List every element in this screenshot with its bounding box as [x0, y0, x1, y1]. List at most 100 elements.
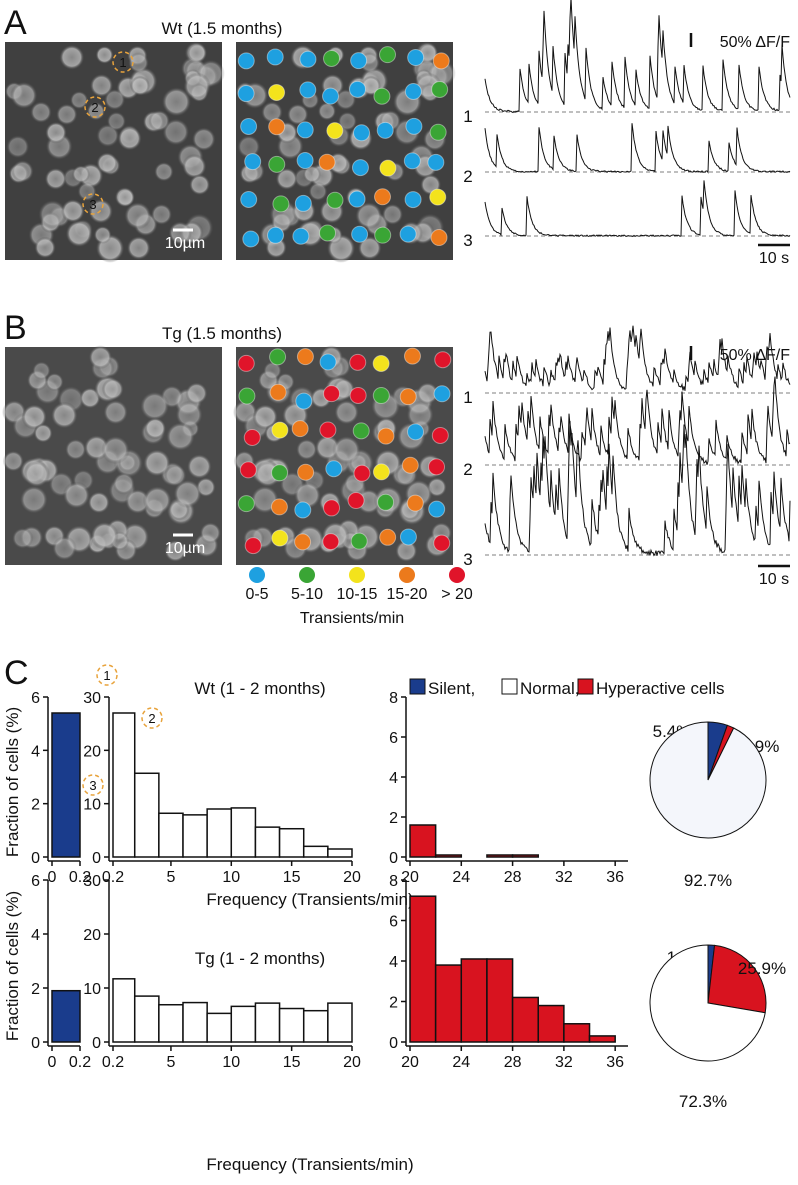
- hist-bar: [409, 824, 437, 858]
- pie-label: 92.7%: [684, 871, 732, 890]
- cell-soma: [130, 75, 150, 96]
- legend-label: Normal,: [520, 679, 580, 698]
- panel-letter: B: [4, 309, 27, 347]
- cell-soma: [302, 165, 322, 184]
- cell-dot: [244, 537, 262, 555]
- scale-bar-label: 10µm: [165, 540, 205, 557]
- cell-soma: [2, 450, 24, 472]
- cell-dot: [239, 461, 257, 479]
- cell-dot: [349, 80, 367, 98]
- cell-soma: [263, 361, 282, 381]
- cell-dot: [403, 152, 421, 170]
- cell-dot: [432, 52, 450, 70]
- cell-soma: [295, 438, 318, 461]
- cell-dot: [240, 190, 258, 208]
- cell-dot: [405, 117, 423, 135]
- cell-dot: [379, 46, 397, 64]
- cell-soma: [185, 382, 208, 405]
- legend-dot: [399, 567, 415, 583]
- y-axis-label: Fraction of cells (%): [3, 707, 22, 857]
- y-tick-label: 30: [83, 690, 101, 707]
- cell-soma: [191, 127, 216, 152]
- cell-dot: [374, 226, 392, 244]
- cell-dot: [372, 354, 390, 372]
- cell-soma: [317, 101, 337, 121]
- cell-soma: [139, 391, 170, 421]
- cell-soma: [103, 399, 129, 425]
- cell-soma: [406, 400, 435, 429]
- hist-bar: [327, 1002, 353, 1043]
- y-tick-label: 10: [83, 981, 101, 998]
- cell-dot: [407, 423, 425, 441]
- x-tick-label: 0.2: [102, 1054, 124, 1071]
- y-tick-label: 2: [389, 995, 398, 1012]
- cell-dot: [326, 122, 344, 140]
- hist-bar: [327, 848, 353, 858]
- y-tick-label: 8: [389, 690, 398, 707]
- calcium-trace: [484, 180, 791, 238]
- cell-dot: [318, 153, 336, 171]
- cell-dot: [323, 499, 341, 517]
- x-tick-label: 20: [401, 869, 419, 886]
- cell-soma: [11, 527, 34, 549]
- cell-dot: [427, 153, 445, 171]
- cell-dot: [268, 83, 286, 101]
- cell-dot: [433, 534, 451, 552]
- cell-dot: [292, 227, 310, 245]
- x-tick-label: 20: [343, 869, 361, 886]
- panel-letter: A: [4, 4, 27, 42]
- cell-soma: [112, 472, 135, 495]
- cell-dot: [237, 85, 255, 103]
- cell-soma: [45, 121, 67, 144]
- cell-dot: [271, 421, 289, 439]
- cell-soma: [142, 448, 171, 477]
- cell-dot: [429, 188, 447, 206]
- cell-soma: [10, 81, 38, 110]
- x-tick-label: 0.2: [69, 1054, 91, 1071]
- x-tick-label: 0: [48, 1054, 57, 1071]
- cell-soma: [6, 135, 30, 159]
- cell-dot: [428, 500, 446, 518]
- cell-label: 3: [89, 778, 96, 793]
- y-tick-label: 4: [389, 954, 398, 971]
- pie-slice: [707, 944, 767, 1014]
- hist-bar: [158, 1003, 184, 1043]
- trace-label: 1: [463, 388, 472, 407]
- y-tick-label: 0: [92, 850, 101, 867]
- trace-label: 2: [463, 167, 472, 186]
- y-tick-label: 0: [389, 1035, 398, 1052]
- y-tick-label: 6: [389, 914, 398, 931]
- cell-dot: [319, 224, 337, 242]
- cell-marker: [96, 664, 118, 686]
- x-tick-label: 32: [555, 1054, 573, 1071]
- cell-soma: [142, 485, 172, 516]
- cell-soma: [381, 203, 404, 226]
- y-tick-label: 6: [389, 730, 398, 747]
- cell-soma: [337, 111, 358, 131]
- cell-soma: [175, 400, 204, 429]
- cell-label: 2: [148, 711, 155, 726]
- legend-dot: [449, 567, 465, 583]
- hist-bar: [133, 772, 160, 858]
- hist-bar: [588, 1035, 616, 1043]
- cell-label: 1: [119, 55, 126, 70]
- hist-bar: [254, 826, 281, 858]
- cell-soma: [77, 181, 97, 202]
- y-tick-label: 0: [31, 850, 40, 867]
- legend-swatch: [409, 678, 426, 695]
- cell-dot: [299, 81, 317, 99]
- cell-dot: [238, 387, 256, 405]
- cell-soma: [50, 401, 78, 429]
- cell-soma: [44, 167, 67, 191]
- calcium-trace: [484, 376, 791, 465]
- cell-dot: [403, 347, 421, 365]
- cell-dot: [270, 498, 288, 516]
- x-tick-label: 0.2: [69, 869, 91, 886]
- cell-soma: [154, 161, 174, 182]
- cell-soma: [182, 154, 207, 179]
- cell-dot: [429, 123, 447, 141]
- y-tick-label: 8: [389, 873, 398, 890]
- cell-soma: [19, 485, 49, 514]
- cell-soma: [65, 219, 93, 248]
- cell-dot: [322, 533, 340, 551]
